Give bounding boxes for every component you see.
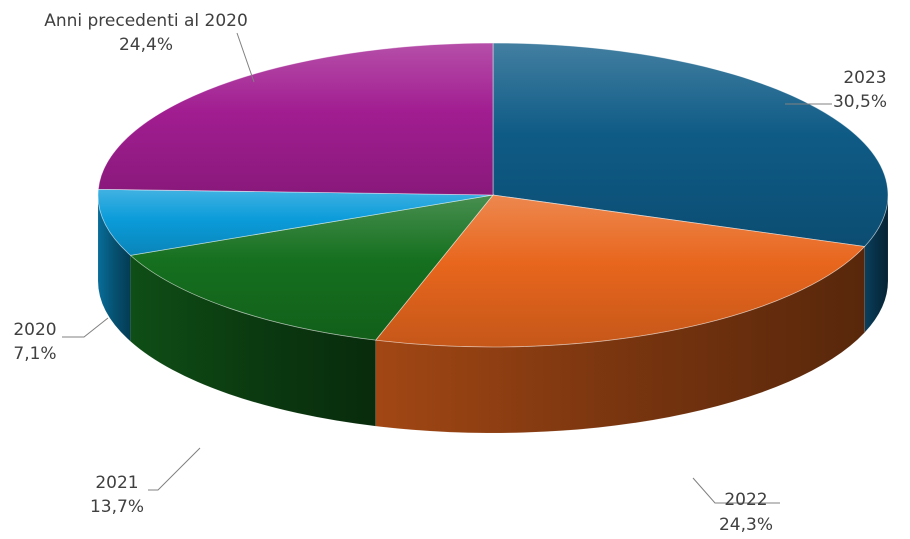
leader-line-2020 xyxy=(62,317,109,338)
slice-value-2023: 30,5% xyxy=(833,92,887,112)
slice-label-2022: 2022 xyxy=(724,490,767,510)
pie-slice-anni-precedenti-al-2020 xyxy=(97,42,494,196)
slice-value-2020: 7,1% xyxy=(13,344,56,364)
slice-value-2022: 24,3% xyxy=(719,515,773,534)
slice-label-2023: 2023 xyxy=(843,68,886,88)
leader-line-2021 xyxy=(148,447,201,491)
leader-line-anni-precedenti-al-2020 xyxy=(236,32,255,83)
slice-label-2021: 2021 xyxy=(95,473,138,493)
slice-value-anni-precedenti-al-2020: 24,4% xyxy=(119,35,173,55)
slice-label-2020: 2020 xyxy=(13,320,56,340)
leader-line-2022 xyxy=(692,477,780,504)
pie-slice-2022 xyxy=(374,194,866,348)
pie-slice-2023 xyxy=(492,42,889,247)
pie-labels: 2023 30,5% 2022 24,3% 2021 13,7% 2020 7,1% Anni … xyxy=(13,11,887,535)
pie-slice-2020 xyxy=(97,188,494,256)
slice-value-2021: 13,7% xyxy=(90,497,144,517)
slice-label-anni-precedenti-al-2020: Anni precedenti al 2020 xyxy=(44,11,248,31)
pie-side-walls xyxy=(97,194,889,434)
pie-top-faces xyxy=(97,42,889,348)
pie-slice-2021 xyxy=(129,194,494,341)
